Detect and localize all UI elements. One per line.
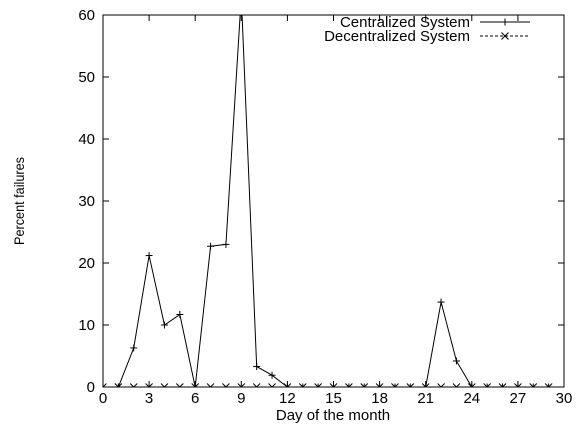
x-tick-label: 9 xyxy=(237,390,245,407)
data-point xyxy=(206,383,215,387)
data-point xyxy=(406,383,414,387)
y-tick-label: 0 xyxy=(87,379,95,396)
data-point xyxy=(421,383,430,387)
data-point xyxy=(483,383,492,387)
y-tick-label: 60 xyxy=(78,7,95,24)
data-point xyxy=(130,344,138,352)
data-point xyxy=(191,383,200,387)
plot-frame xyxy=(102,14,565,388)
y-tick-label: 30 xyxy=(78,193,95,210)
series-line-1 xyxy=(103,15,549,387)
plot-area xyxy=(103,15,553,387)
y-axis: 0 10 20 30 40 50 60 xyxy=(78,7,564,396)
data-point xyxy=(222,383,230,387)
data-point xyxy=(514,383,522,387)
data-point xyxy=(360,383,369,387)
data-point xyxy=(483,383,491,387)
data-point xyxy=(391,383,399,387)
x-tick-label: 24 xyxy=(463,390,480,407)
x-tick-label: 3 xyxy=(145,390,153,407)
data-point xyxy=(499,383,507,387)
data-point xyxy=(467,383,476,387)
data-point xyxy=(314,383,322,387)
data-point xyxy=(544,383,553,387)
x-tick-label: 6 xyxy=(191,390,199,407)
data-point xyxy=(314,383,322,387)
x-tick-label: 15 xyxy=(325,390,342,407)
data-point xyxy=(514,383,522,387)
data-point xyxy=(545,383,553,387)
data-point xyxy=(452,383,461,387)
data-point xyxy=(360,383,368,387)
x-tick-label: 27 xyxy=(510,390,527,407)
data-point xyxy=(376,383,384,387)
data-point xyxy=(422,383,430,387)
y-tick-label: 50 xyxy=(78,69,95,86)
x-tick-label: 12 xyxy=(279,390,296,407)
data-point xyxy=(345,383,353,387)
y-tick-label: 20 xyxy=(78,255,95,272)
data-point xyxy=(283,383,291,387)
data-point xyxy=(268,371,276,379)
data-point xyxy=(252,383,261,387)
series-layer xyxy=(103,15,553,387)
data-point xyxy=(160,321,168,329)
data-point xyxy=(268,383,276,387)
data-point xyxy=(437,298,445,306)
data-point xyxy=(406,383,415,387)
data-point xyxy=(103,383,107,387)
data-point xyxy=(299,383,307,387)
data-point xyxy=(283,383,292,387)
data-point xyxy=(529,383,537,387)
x-tick-label: 18 xyxy=(371,390,388,407)
y-tick-label: 10 xyxy=(78,317,95,334)
legend-label: Decentralized System xyxy=(324,28,470,45)
data-point xyxy=(114,383,123,387)
data-point xyxy=(160,383,169,387)
data-point xyxy=(345,383,353,387)
data-point xyxy=(222,240,230,248)
legend-label: Centralized System xyxy=(340,14,470,31)
data-point xyxy=(176,310,184,318)
y-axis-label: Percent failures xyxy=(11,157,27,245)
x-tick-label: 0 xyxy=(99,390,107,407)
data-point xyxy=(191,383,199,387)
data-point xyxy=(145,252,153,260)
data-point xyxy=(237,383,246,387)
data-point xyxy=(253,363,261,371)
legend-marker xyxy=(501,18,509,26)
x-tick-label: 21 xyxy=(417,390,434,407)
x-axis: 0 3 6 9 12 15 18 21 24 27 30 xyxy=(99,15,573,407)
data-point xyxy=(114,383,122,387)
data-point xyxy=(330,383,337,387)
data-point xyxy=(498,383,507,387)
legend-marker xyxy=(501,32,509,40)
data-point xyxy=(145,383,153,387)
data-point xyxy=(468,383,476,387)
data-point xyxy=(207,242,215,250)
data-point xyxy=(298,383,307,387)
data-point xyxy=(391,383,399,387)
x-axis-label: Day of the month xyxy=(276,407,390,424)
data-point xyxy=(452,357,460,365)
data-point xyxy=(437,383,445,387)
data-point xyxy=(129,383,138,387)
y-tick-label: 40 xyxy=(78,131,95,148)
data-point xyxy=(175,383,184,387)
x-tick-label: 30 xyxy=(556,390,573,407)
data-point xyxy=(329,383,338,387)
data-point xyxy=(375,383,384,387)
data-point xyxy=(529,383,538,387)
